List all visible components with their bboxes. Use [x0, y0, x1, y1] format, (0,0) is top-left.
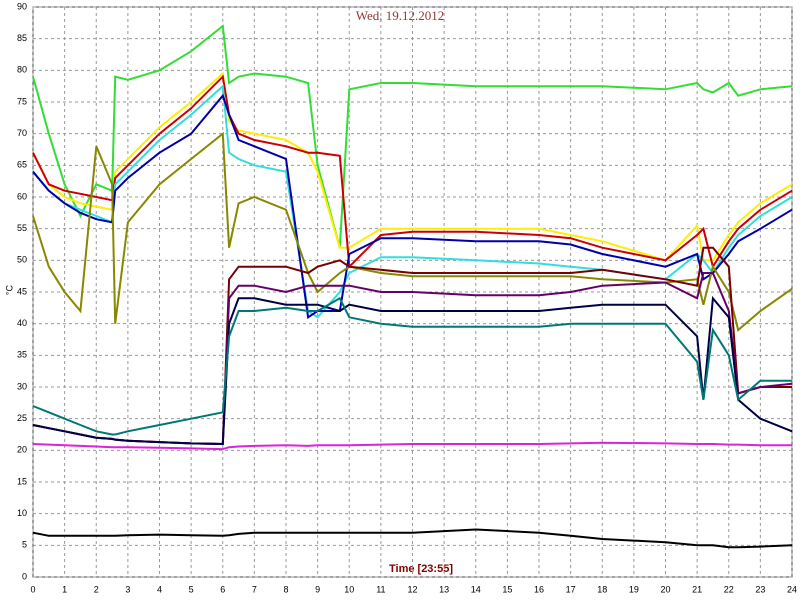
y-tick-label: 35 [17, 350, 27, 360]
y-tick-label: 10 [17, 508, 27, 518]
x-tick-label: 23 [755, 584, 765, 594]
y-tick-label: 45 [17, 286, 27, 296]
y-tick-label: 0 [22, 571, 27, 581]
y-tick-label: 50 [17, 255, 27, 265]
x-tick-label: 9 [315, 584, 320, 594]
x-tick-label: 2 [94, 584, 99, 594]
series-line [32, 296, 792, 436]
x-axis-label: Time [23:55] [389, 563, 453, 575]
y-axis-label: °C [4, 284, 14, 295]
y-tick-label: 30 [17, 381, 27, 391]
y-tick-label: 15 [17, 476, 27, 486]
series-line [32, 528, 793, 549]
y-tick-label: 80 [17, 65, 27, 75]
x-tick-label: 20 [660, 584, 670, 594]
y-tick-label: 55 [17, 223, 27, 233]
x-tick-label: 8 [283, 584, 288, 594]
x-tick-label: 12 [407, 584, 417, 594]
series-line [32, 24, 793, 248]
x-tick-label: 6 [220, 584, 225, 594]
x-tick-label: 24 [787, 584, 797, 594]
y-tick-label: 85 [17, 33, 27, 43]
x-tick-label: 3 [125, 584, 130, 594]
y-tick-label: 90 [17, 1, 27, 11]
x-tick-label: 17 [566, 584, 576, 594]
x-tick-label: 19 [629, 584, 639, 594]
x-tick-label: 15 [502, 584, 512, 594]
y-tick-label: 60 [17, 191, 27, 201]
x-tick-label: 11 [376, 584, 385, 594]
x-tick-label: 22 [724, 584, 734, 594]
series-line [32, 131, 793, 332]
x-tick-label: 21 [692, 584, 702, 594]
x-tick-label: 0 [30, 584, 35, 594]
y-tick-label: 65 [17, 160, 27, 170]
x-tick-label: 13 [439, 584, 449, 594]
x-tick-label: 16 [534, 584, 544, 594]
chart-title: Wed, 19.12.2012 [356, 8, 445, 23]
x-tick-label: 7 [252, 584, 257, 594]
series-line [32, 441, 792, 451]
x-tick-label: 18 [597, 584, 607, 594]
x-tick-label: 10 [344, 584, 354, 594]
x-tick-label: 4 [157, 584, 162, 594]
y-tick-label: 70 [17, 128, 27, 138]
y-tick-label: 25 [17, 413, 27, 423]
y-tick-label: 5 [22, 540, 27, 550]
y-tick-label: 20 [17, 445, 27, 455]
x-tick-label: 5 [189, 584, 194, 594]
y-tick-label: 75 [17, 96, 27, 106]
series-line [32, 295, 793, 446]
x-tick-label: 1 [62, 584, 67, 594]
y-tick-label: 40 [17, 318, 27, 328]
x-tick-label: 14 [471, 584, 481, 594]
